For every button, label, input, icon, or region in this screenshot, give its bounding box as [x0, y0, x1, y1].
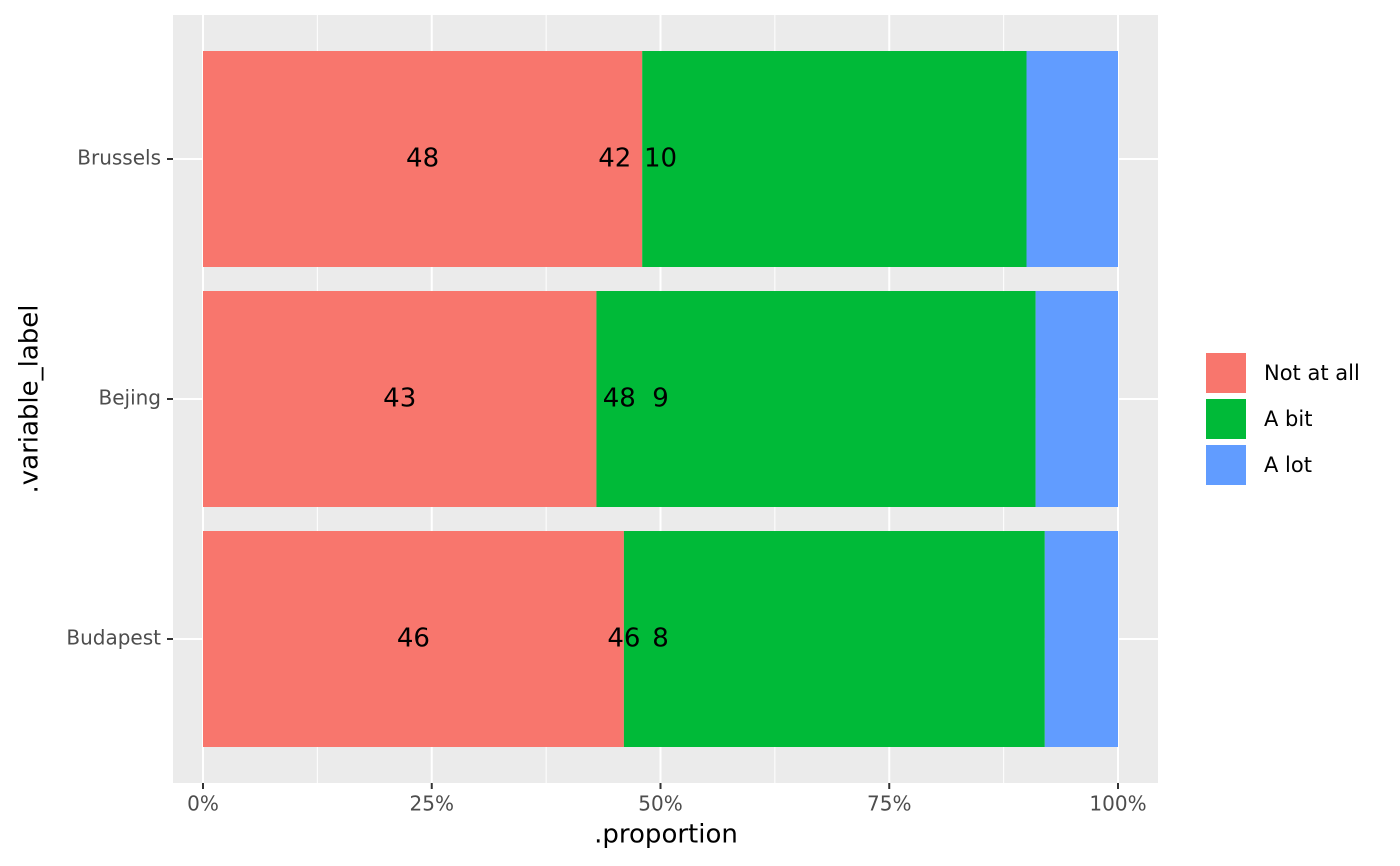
bar-segment [623, 531, 1045, 747]
bar-segment [1044, 531, 1118, 747]
data-label: 46 [397, 624, 430, 654]
legend-key [1204, 397, 1248, 441]
bar-segment [642, 51, 1027, 267]
data-label: 10 [644, 144, 677, 174]
x-tick-label: 0% [187, 792, 219, 816]
bar-segment [1035, 291, 1118, 507]
legend-label: A bit [1264, 407, 1312, 431]
x-tick-label: 50% [638, 792, 682, 816]
y-tick-label: Budapest [66, 626, 161, 650]
y-axis-title: .variable_label [15, 304, 45, 493]
data-label: 46 [607, 624, 640, 654]
data-label: 48 [603, 384, 636, 414]
y-tick-label: Bejing [98, 386, 161, 410]
data-label: 9 [652, 384, 669, 414]
data-label: 42 [598, 144, 631, 174]
data-label: 43 [383, 384, 416, 414]
x-tick-label: 100% [1089, 792, 1146, 816]
bar-segment [203, 531, 624, 747]
x-tick-label: 75% [867, 792, 911, 816]
y-tick-label: Brussels [77, 146, 161, 170]
bar-segment [203, 51, 643, 267]
bar-segment [203, 291, 597, 507]
bar-segment [596, 291, 1036, 507]
bar-segment [1026, 51, 1118, 267]
legend-key [1204, 443, 1248, 487]
data-label: 48 [406, 144, 439, 174]
legend-label: A lot [1264, 453, 1312, 477]
legend-key [1204, 351, 1248, 395]
x-tick-label: 25% [410, 792, 454, 816]
x-axis-title: .proportion [594, 820, 738, 850]
legend-label: Not at all [1264, 361, 1360, 385]
data-label: 8 [652, 624, 669, 654]
